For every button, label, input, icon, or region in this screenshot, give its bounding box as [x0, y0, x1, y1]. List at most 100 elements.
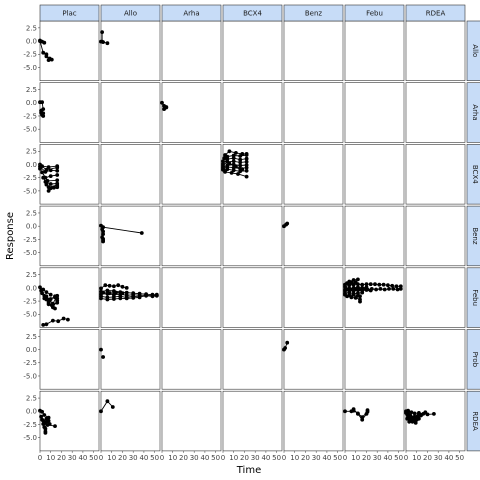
data-point	[285, 221, 290, 226]
data-point	[417, 411, 421, 415]
data-point	[40, 170, 44, 175]
data-point	[103, 283, 108, 288]
panel-border	[405, 329, 466, 390]
series-line	[223, 157, 243, 170]
data-point	[99, 296, 103, 301]
x-tick-label: 40	[322, 454, 331, 462]
panel-border	[344, 144, 405, 205]
data-point	[48, 297, 53, 301]
data-point	[107, 283, 112, 288]
x-tick-label: 40	[383, 454, 392, 462]
data-point	[40, 100, 44, 105]
column-strip	[161, 4, 222, 22]
row-strip-label: BCX4	[471, 165, 479, 184]
panel-series-group	[99, 30, 110, 46]
panel-border	[222, 390, 283, 452]
y-tick-label: -5.0	[23, 372, 37, 380]
panel-border	[100, 144, 161, 205]
data-point	[244, 168, 249, 173]
data-point	[52, 185, 56, 190]
data-point	[150, 294, 155, 299]
data-point	[40, 113, 44, 117]
data-point	[351, 408, 356, 413]
data-point	[345, 281, 349, 285]
x-tick-label: 20	[179, 454, 188, 462]
panel-series-group	[38, 285, 70, 327]
series-line	[43, 298, 58, 309]
data-point	[360, 282, 365, 287]
panel-border	[405, 267, 466, 328]
data-point	[244, 174, 249, 179]
data-point	[352, 287, 357, 291]
data-point	[365, 409, 370, 414]
panel-series-group	[38, 408, 57, 435]
data-point	[373, 282, 377, 287]
data-point	[225, 167, 230, 172]
row-strip-label: Arha	[471, 104, 479, 120]
data-point	[227, 149, 232, 154]
data-point	[40, 417, 44, 422]
x-tick-label: 40	[200, 454, 209, 462]
y-tick-label: 0.0	[26, 346, 37, 354]
data-point	[55, 168, 60, 173]
x-tick-label: 10	[229, 454, 238, 462]
data-point	[222, 156, 227, 161]
data-point	[48, 168, 53, 173]
data-point	[231, 168, 236, 173]
row-strip	[466, 329, 480, 390]
data-point	[413, 421, 418, 425]
x-tick-label: 0	[221, 454, 225, 462]
data-point	[415, 414, 420, 418]
data-point	[55, 178, 60, 183]
panel-border	[39, 144, 100, 205]
data-point	[238, 157, 243, 162]
data-point	[387, 287, 391, 291]
data-point	[44, 294, 49, 299]
data-point	[44, 54, 49, 59]
series-line	[225, 171, 247, 178]
panel-series-group	[99, 223, 144, 244]
data-point	[360, 290, 365, 295]
x-tick-label: 10	[351, 454, 360, 462]
data-point	[244, 159, 249, 164]
data-point	[223, 170, 228, 174]
panel-border	[39, 329, 100, 390]
data-point	[365, 287, 370, 292]
x-tick-label: 30	[68, 454, 77, 462]
y-tick-label: -2.5	[23, 51, 37, 59]
data-point	[381, 282, 386, 287]
data-point	[99, 286, 103, 291]
data-point	[369, 287, 374, 291]
data-point	[137, 295, 142, 300]
data-point	[231, 156, 236, 161]
y-tick-label: -2.5	[23, 112, 37, 120]
panel-series-group	[221, 149, 249, 179]
data-point	[114, 290, 118, 295]
y-tick-label: -5.0	[23, 434, 37, 442]
x-tick-label: 20	[57, 454, 66, 462]
column-strip-label: Febu	[366, 10, 383, 18]
row-strip	[466, 390, 480, 452]
data-point	[364, 282, 369, 287]
data-point	[46, 189, 51, 193]
panel-border	[344, 20, 405, 82]
x-tick-label: 10	[107, 454, 116, 462]
x-tick-label: 30	[434, 454, 443, 462]
data-point	[394, 284, 399, 289]
data-point	[234, 151, 238, 155]
data-point	[227, 161, 232, 166]
panel-border	[283, 329, 344, 390]
data-point	[66, 317, 70, 322]
data-point	[55, 181, 60, 186]
x-tick-label: 20	[423, 454, 432, 462]
x-tick-label: 30	[129, 454, 138, 462]
y-tick-label: 2.5	[26, 333, 37, 341]
y-tick-label: -2.5	[23, 421, 37, 429]
panel-border	[161, 205, 222, 267]
row-strip-label: Prob	[471, 352, 479, 368]
panel-border	[161, 82, 222, 143]
panel-border	[100, 82, 161, 143]
data-point	[39, 414, 43, 419]
data-point	[229, 171, 234, 175]
data-layer	[38, 30, 436, 435]
